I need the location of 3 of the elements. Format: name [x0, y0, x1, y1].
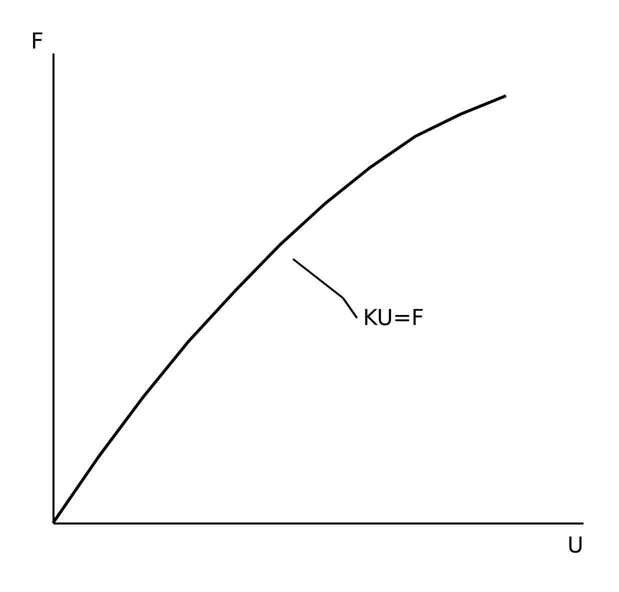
annotation: KU=F [363, 306, 424, 331]
y-axis-title: F [30, 30, 44, 54]
x-axis-title: U [567, 534, 584, 558]
